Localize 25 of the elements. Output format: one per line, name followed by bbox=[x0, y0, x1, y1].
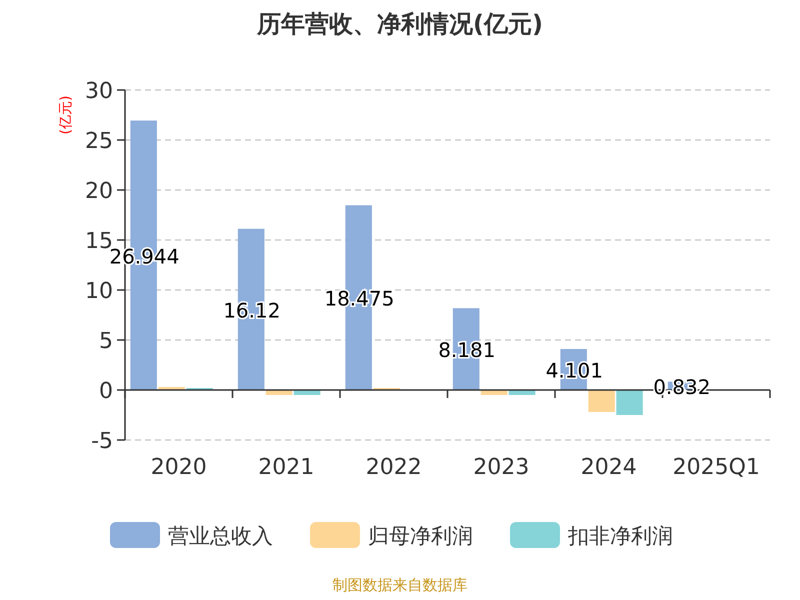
legend-label: 归母净利润 bbox=[368, 524, 473, 548]
data-label: 18.475 bbox=[324, 286, 394, 311]
y-tick-label: 30 bbox=[85, 79, 113, 104]
data-label: 16.12 bbox=[223, 298, 280, 322]
y-tick-label: 20 bbox=[85, 179, 113, 204]
y-tick-label: 25 bbox=[85, 129, 113, 154]
text: 制图数据来自数据库 bbox=[332, 576, 468, 594]
data-label: 8.181 bbox=[438, 338, 496, 362]
y-tick-label: -5 bbox=[91, 429, 113, 454]
y-tick-label: 5 bbox=[99, 329, 113, 354]
legend-label: 扣非净利润 bbox=[567, 524, 673, 548]
data-label: 4.101 bbox=[546, 358, 603, 382]
x-tick-label: 2024 bbox=[580, 455, 637, 480]
legend-label: 营业总收入 bbox=[168, 524, 273, 548]
x-tick-label: 2020 bbox=[150, 455, 207, 480]
bar bbox=[616, 390, 643, 415]
x-tick-label: 2023 bbox=[473, 455, 530, 480]
chart-title: 历年营收、净利情况(亿元) bbox=[256, 10, 543, 38]
bar bbox=[588, 390, 615, 412]
x-tick-label: 2021 bbox=[258, 455, 314, 480]
y-tick-label: 0 bbox=[99, 379, 113, 404]
y-tick-label: 10 bbox=[85, 279, 113, 304]
x-tick-label: 2025Q1 bbox=[672, 455, 760, 480]
y-axis-title: (亿元) bbox=[58, 96, 74, 134]
x-tick-label: 2022 bbox=[366, 455, 422, 480]
